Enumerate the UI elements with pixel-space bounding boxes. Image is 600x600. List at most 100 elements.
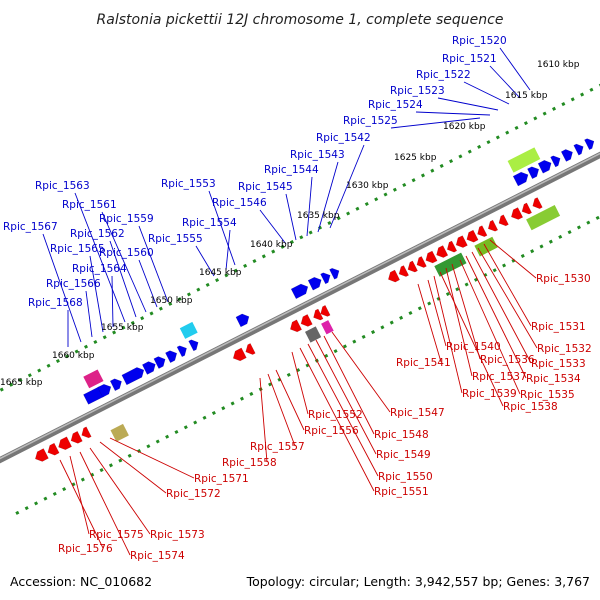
tick-mark	[523, 121, 528, 126]
leader-line	[471, 251, 532, 364]
gene-arrow	[537, 160, 552, 174]
kbp-labels: 1610 kbp 1615 kbp 1620 kbp 1625 kbp 1630 kbp…	[0, 60, 580, 388]
gene-arrow	[109, 378, 122, 392]
gene-label-reverse: Rpic_1539	[462, 388, 517, 400]
gene-label-reverse: Rpic_1531	[531, 321, 586, 333]
gene-label-forward: Rpic_1544	[264, 164, 319, 176]
tick-mark	[551, 106, 557, 111]
leader-line	[417, 283, 442, 363]
gene-label-reverse: Rpic_1549	[376, 449, 431, 461]
tick-mark	[108, 463, 113, 468]
leader-line	[317, 161, 339, 233]
gene-label-forward: Rpic_1568	[28, 297, 83, 309]
kbp-label: 1635 kbp	[297, 211, 340, 221]
tick-mark	[439, 163, 444, 168]
tick-mark	[502, 263, 507, 268]
gene-arrow	[398, 265, 410, 277]
gene-label-forward: Rpic_1563	[35, 180, 90, 192]
gene-label-reverse: Rpic_1558	[222, 457, 277, 469]
gene-arrow	[232, 347, 247, 362]
tick-mark	[0, 387, 4, 392]
gene-label-forward: Rpic_1560	[99, 247, 154, 259]
gene-arrow	[521, 202, 533, 215]
gene-label-forward: Rpic_1523	[390, 85, 445, 97]
gene-label-reverse: Rpic_1534	[526, 373, 581, 385]
gene-arrow	[235, 313, 250, 328]
tick-mark	[230, 401, 235, 406]
gene-arrow	[290, 283, 309, 300]
gene-label-forward: Rpic_1567	[3, 221, 58, 233]
gene-arrow	[329, 267, 340, 280]
gene-arrow	[584, 138, 595, 151]
tick-mark	[420, 173, 425, 178]
gene-label-forward: Rpic_1553	[161, 178, 216, 190]
tick-mark	[411, 178, 416, 183]
kbp-label: 1650 kbp	[150, 296, 193, 306]
gene-label-reverse: Rpic_1533	[531, 358, 586, 370]
gene-arrow	[300, 314, 313, 327]
leader-line	[109, 437, 195, 479]
tick-mark	[43, 496, 48, 501]
gene-label-forward: Rpic_1546	[212, 197, 267, 209]
gene-label-forward: Rpic_1521	[442, 53, 497, 65]
gene-label-reverse: Rpic_1551	[374, 486, 429, 498]
gene-label-reverse: Rpic_1550	[378, 471, 433, 483]
tick-mark	[380, 325, 385, 330]
tick-mark	[402, 182, 407, 187]
gene-label-reverse: Rpic_1540	[446, 341, 501, 353]
leader-line	[390, 117, 481, 129]
kbp-label: 1655 kbp	[101, 323, 144, 333]
tick-mark	[15, 510, 20, 515]
tick-mark	[539, 244, 544, 249]
gene-label-reverse: Rpic_1541	[396, 357, 451, 369]
leader-line	[306, 176, 313, 237]
map-title: Ralstonia pickettii 12J chromosome 1, co…	[97, 12, 504, 28]
tick-mark	[408, 311, 413, 316]
tick-mark	[364, 201, 369, 207]
gene-label-reverse: Rpic_1575	[89, 529, 144, 541]
gene-arrow	[466, 229, 479, 243]
tick-mark	[464, 282, 469, 287]
gene-arrow	[307, 276, 322, 291]
leader-line	[138, 259, 158, 308]
tick-mark	[530, 249, 535, 254]
tick-mark	[355, 206, 360, 211]
tick-mark	[46, 363, 51, 368]
leader-line	[69, 455, 90, 535]
leader-line	[138, 225, 169, 303]
tick-mark	[486, 140, 491, 145]
gene-arrow	[290, 319, 303, 333]
tick-mark	[74, 349, 79, 354]
topology-summary: Topology: circular; Length: 3,942,557 bp…	[246, 574, 590, 589]
leader-line	[415, 111, 491, 116]
feature-block	[83, 369, 104, 389]
gene-arrow	[81, 426, 92, 439]
gene-arrow	[387, 269, 401, 283]
tick-mark	[455, 287, 460, 292]
tick-mark	[233, 268, 238, 273]
tick-mark	[80, 477, 85, 482]
leader-line	[489, 239, 537, 279]
tick-mark	[561, 102, 566, 107]
leader-line	[329, 144, 365, 229]
gene-arrow	[34, 448, 49, 462]
leader-line	[111, 275, 114, 328]
gene-label-forward: Rpic_1565	[50, 243, 105, 255]
gene-label-reverse: Rpic_1573	[150, 529, 205, 541]
tick-mark	[558, 234, 563, 239]
leader-line	[445, 267, 473, 377]
chromosome-backbone	[0, 151, 600, 464]
tick-mark	[196, 287, 201, 292]
leader-line	[483, 243, 532, 327]
gene-arrow	[245, 343, 256, 355]
leader-line	[85, 290, 93, 338]
label-leader-lines	[42, 47, 538, 556]
tick-mark	[165, 434, 170, 439]
tick-mark	[93, 339, 98, 344]
tick-mark	[533, 116, 538, 121]
tick-mark	[52, 491, 57, 496]
tick-mark	[449, 159, 454, 164]
tick-mark	[280, 244, 285, 249]
